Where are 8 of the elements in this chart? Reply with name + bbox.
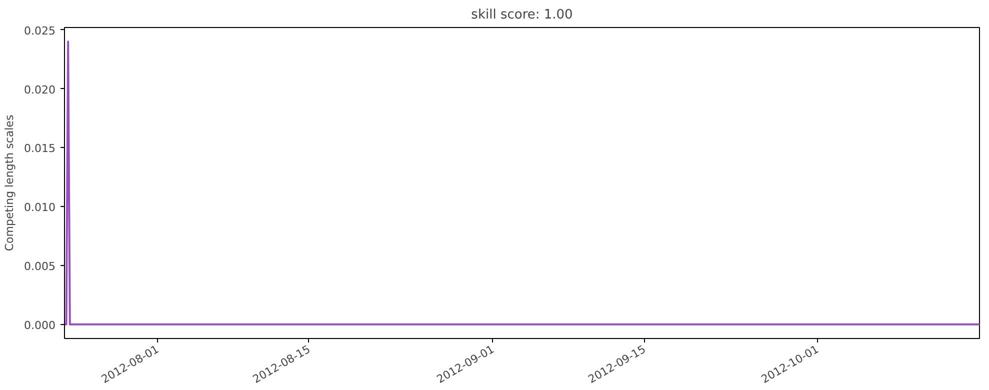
- y-tick-label: 0.000: [24, 318, 56, 332]
- y-tick-label: 0.005: [24, 260, 56, 273]
- y-tick-label: 0.010: [24, 201, 56, 214]
- chart-title: skill score: 1.00: [471, 8, 573, 22]
- y-axis-title: Competing length scales: [3, 114, 16, 252]
- y-tick-label: 0.015: [24, 142, 56, 156]
- y-tick-label: 0.025: [24, 24, 56, 38]
- y-tick-label: 0.020: [24, 83, 56, 96]
